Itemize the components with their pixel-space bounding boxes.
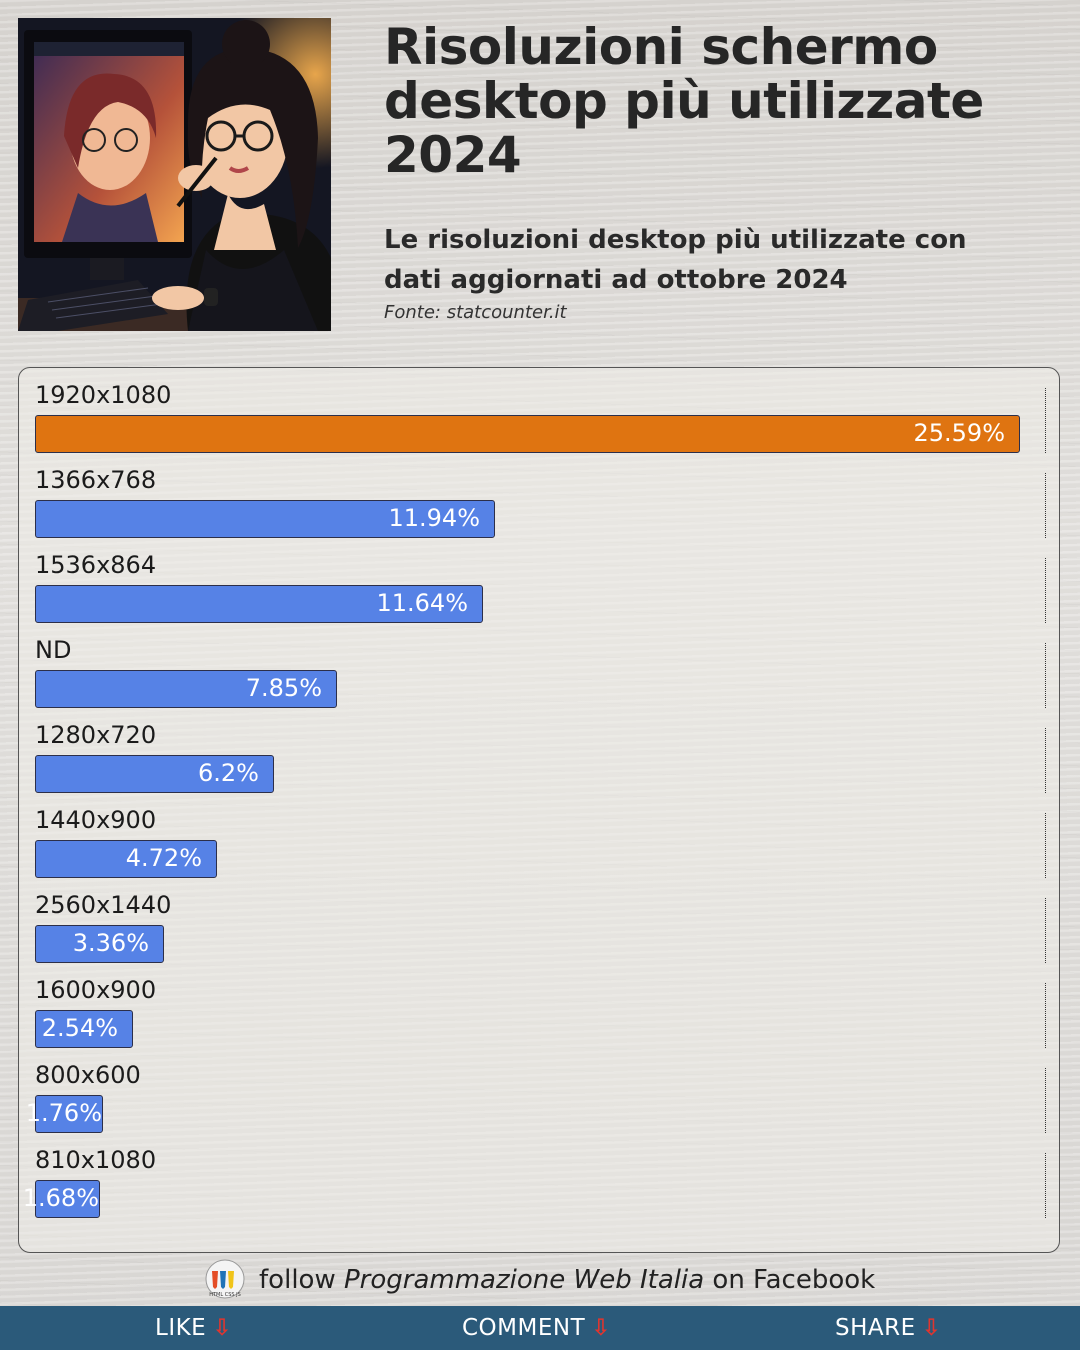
category-label: 2560x1440 [35, 891, 172, 919]
down-arrow-icon: ⇩ [212, 1315, 232, 1341]
value-label: 4.72% [125, 844, 202, 872]
bar: 7.85% [35, 670, 337, 708]
axis-tick-line [1045, 983, 1046, 1048]
axis-tick-line [1045, 388, 1046, 453]
category-label: 1920x1080 [35, 381, 172, 409]
bar: 4.72% [35, 840, 217, 878]
follow-promo: HTML CSS JS follow Programmazione Web It… [0, 1258, 1080, 1302]
value-label: 25.59% [913, 419, 1005, 447]
follow-suffix: on Facebook [712, 1265, 876, 1295]
page-title: Risoluzioni schermo desktop più utilizza… [384, 18, 984, 184]
illustration-woman-at-monitor [18, 18, 331, 331]
category-label: 1440x900 [35, 806, 157, 834]
value-label: 1.68% [22, 1184, 99, 1212]
category-label: 1536x864 [35, 551, 157, 579]
footer-bar: LIKE ⇩ COMMENT ⇩ SHARE ⇩ [0, 1306, 1080, 1350]
axis-tick-line [1045, 898, 1046, 963]
down-arrow-icon: ⇩ [921, 1315, 942, 1341]
html-css-js-badge-icon: HTML CSS JS [205, 1259, 245, 1299]
chart-row: 800x600 1.76% [19, 1048, 1061, 1133]
chart-row: ND 7.85% [19, 623, 1061, 708]
value-label: 1.76% [25, 1099, 102, 1127]
share-button[interactable]: SHARE ⇩ [835, 1306, 941, 1350]
like-label: LIKE [155, 1315, 207, 1341]
page-subtitle: Le risoluzioni desktop più utilizzate co… [384, 225, 967, 295]
chart-row: 1536x864 11.64% [19, 538, 1061, 623]
follow-prefix: follow [259, 1265, 336, 1295]
category-label: 1600x900 [35, 976, 157, 1004]
svg-text:HTML CSS JS: HTML CSS JS [209, 1292, 241, 1298]
value-label: 11.64% [376, 589, 468, 617]
bar: 6.2% [35, 755, 274, 793]
source-note: Fonte: statcounter.it [384, 302, 567, 323]
axis-tick-line [1045, 1068, 1046, 1133]
value-label: 3.36% [72, 929, 149, 957]
comment-label: COMMENT [462, 1315, 586, 1341]
chart-row: 1920x1080 25.59% [19, 368, 1061, 453]
facebook-page-link[interactable]: Programmazione Web Italia [343, 1265, 705, 1295]
chart-row: 810x1080 1.68% [19, 1133, 1061, 1218]
bar: 1.68% [23, 1180, 100, 1218]
bar: 11.94% [35, 500, 495, 538]
comment-button[interactable]: COMMENT ⇩ [462, 1306, 611, 1350]
chart-row: 1366x768 11.94% [19, 453, 1061, 538]
hero-illustration [18, 18, 331, 331]
bar: 2.54% [35, 1010, 133, 1048]
bar: 11.64% [35, 585, 483, 623]
chart-row: 1600x900 2.54% [19, 963, 1061, 1048]
axis-tick-line [1045, 473, 1046, 538]
chart-row: 2560x1440 3.36% [19, 878, 1061, 963]
axis-tick-line [1045, 813, 1046, 878]
category-label: 800x600 [35, 1061, 141, 1089]
category-label: ND [35, 636, 72, 664]
bar-chart-panel: 1920x1080 25.59% 1366x768 11.94% 1536x864 11.… [18, 367, 1060, 1253]
chart-row: 1280x720 6.2% [19, 708, 1061, 793]
axis-tick-line [1045, 728, 1046, 793]
bar: 25.59% [35, 415, 1020, 453]
like-button[interactable]: LIKE ⇩ [155, 1306, 232, 1350]
bar: 1.76% [26, 1095, 103, 1133]
value-label: 6.2% [198, 759, 259, 787]
value-label: 2.54% [41, 1014, 118, 1042]
axis-tick-line [1045, 1153, 1046, 1218]
category-label: 1366x768 [35, 466, 157, 494]
category-label: 810x1080 [35, 1146, 157, 1174]
bar: 3.36% [35, 925, 164, 963]
category-label: 1280x720 [35, 721, 157, 749]
chart-row: 1440x900 4.72% [19, 793, 1061, 878]
share-label: SHARE [835, 1315, 916, 1341]
axis-tick-line [1045, 643, 1046, 708]
value-label: 11.94% [388, 504, 480, 532]
axis-tick-line [1045, 558, 1046, 623]
down-arrow-icon: ⇩ [591, 1315, 611, 1341]
value-label: 7.85% [245, 674, 322, 702]
